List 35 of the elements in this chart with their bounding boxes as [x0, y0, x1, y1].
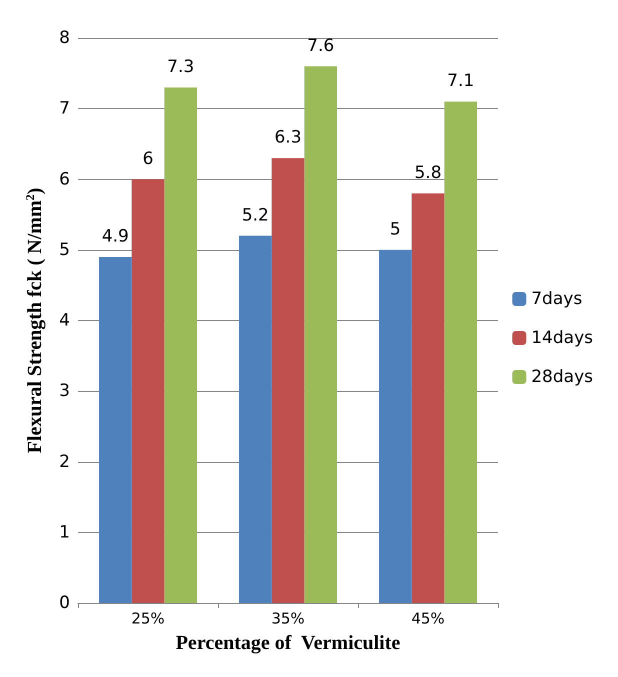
y-tick-label: 4 — [59, 310, 70, 330]
bar — [379, 250, 412, 603]
bar — [272, 158, 304, 603]
bar — [132, 179, 164, 603]
bar — [412, 193, 444, 603]
y-tick-label: 5 — [59, 240, 70, 260]
y-axis-title: Flexural Strength fck ( N/mm2) — [23, 188, 46, 454]
data-label: 5 — [390, 219, 401, 240]
data-label: 7.1 — [447, 71, 474, 92]
bar — [304, 66, 337, 603]
legend-label: 14days — [531, 328, 594, 348]
legend-label: 28days — [531, 367, 594, 387]
bar — [164, 87, 197, 603]
data-label: 5.2 — [242, 205, 269, 226]
data-label: 6.3 — [274, 128, 302, 148]
bar — [239, 236, 272, 603]
data-label: 7.3 — [167, 56, 194, 77]
bar — [444, 102, 477, 603]
x-tick-label: 45% — [411, 610, 445, 628]
x-tick-label: 25% — [131, 610, 165, 628]
data-label: 5.8 — [414, 162, 442, 183]
y-tick-label: 0 — [59, 593, 70, 613]
legend-label: 7days — [531, 289, 582, 309]
y-tick-label: 3 — [59, 381, 70, 402]
y-tick-label: 2 — [59, 452, 70, 472]
y-tick-label: 8 — [59, 28, 70, 48]
y-tick-label: 7 — [59, 98, 70, 119]
y-tick-label: 6 — [59, 169, 70, 190]
data-label: 7.6 — [307, 36, 334, 56]
data-label: 6 — [142, 148, 154, 169]
bar — [99, 256, 132, 603]
x-tick-label: 35% — [271, 610, 305, 628]
x-axis-title: Percentage of Vermiculite — [176, 632, 400, 654]
data-label: 4.9 — [102, 226, 129, 246]
y-tick-label: 1 — [59, 522, 70, 542]
